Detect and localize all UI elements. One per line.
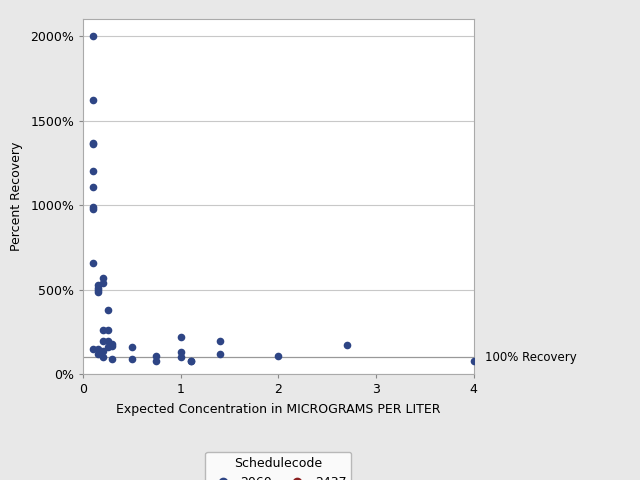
- Point: [97, 347, 108, 355]
- X-axis label: Expected Concentration in MICROGRAMS PER LITER: Expected Concentration in MICROGRAMS PER…: [116, 403, 441, 416]
- Text: 100% Recovery: 100% Recovery: [484, 351, 577, 364]
- Point: [93, 288, 103, 295]
- Point: [97, 279, 108, 287]
- Point: [151, 357, 161, 365]
- Point: [88, 183, 98, 191]
- Point: [88, 96, 98, 104]
- Point: [88, 203, 98, 211]
- Point: [186, 357, 196, 365]
- Point: [93, 284, 103, 292]
- Point: [468, 357, 479, 365]
- Point: [88, 139, 98, 146]
- Point: [88, 205, 98, 213]
- Point: [97, 354, 108, 361]
- Point: [93, 345, 103, 353]
- Point: [215, 337, 225, 345]
- Point: [108, 342, 118, 349]
- Point: [108, 355, 118, 363]
- Point: [215, 350, 225, 358]
- Point: [151, 352, 161, 360]
- Legend: 2060, 2437: 2060, 2437: [205, 452, 351, 480]
- Point: [93, 350, 103, 358]
- Y-axis label: Percent Recovery: Percent Recovery: [10, 142, 23, 252]
- Point: [102, 337, 113, 345]
- Point: [108, 340, 118, 348]
- Point: [93, 286, 103, 294]
- Point: [88, 168, 98, 175]
- Point: [175, 354, 186, 361]
- Point: [97, 326, 108, 334]
- Point: [88, 345, 98, 353]
- Point: [88, 141, 98, 148]
- Point: [97, 274, 108, 282]
- Point: [127, 355, 137, 363]
- Point: [93, 281, 103, 288]
- Point: [175, 333, 186, 341]
- Point: [88, 259, 98, 266]
- Point: [273, 352, 284, 360]
- Point: [97, 337, 108, 345]
- Point: [342, 341, 352, 348]
- Point: [102, 344, 113, 351]
- Point: [186, 357, 196, 365]
- Point: [88, 32, 98, 40]
- Point: [175, 348, 186, 356]
- Point: [102, 306, 113, 314]
- Point: [127, 344, 137, 351]
- Point: [102, 326, 113, 334]
